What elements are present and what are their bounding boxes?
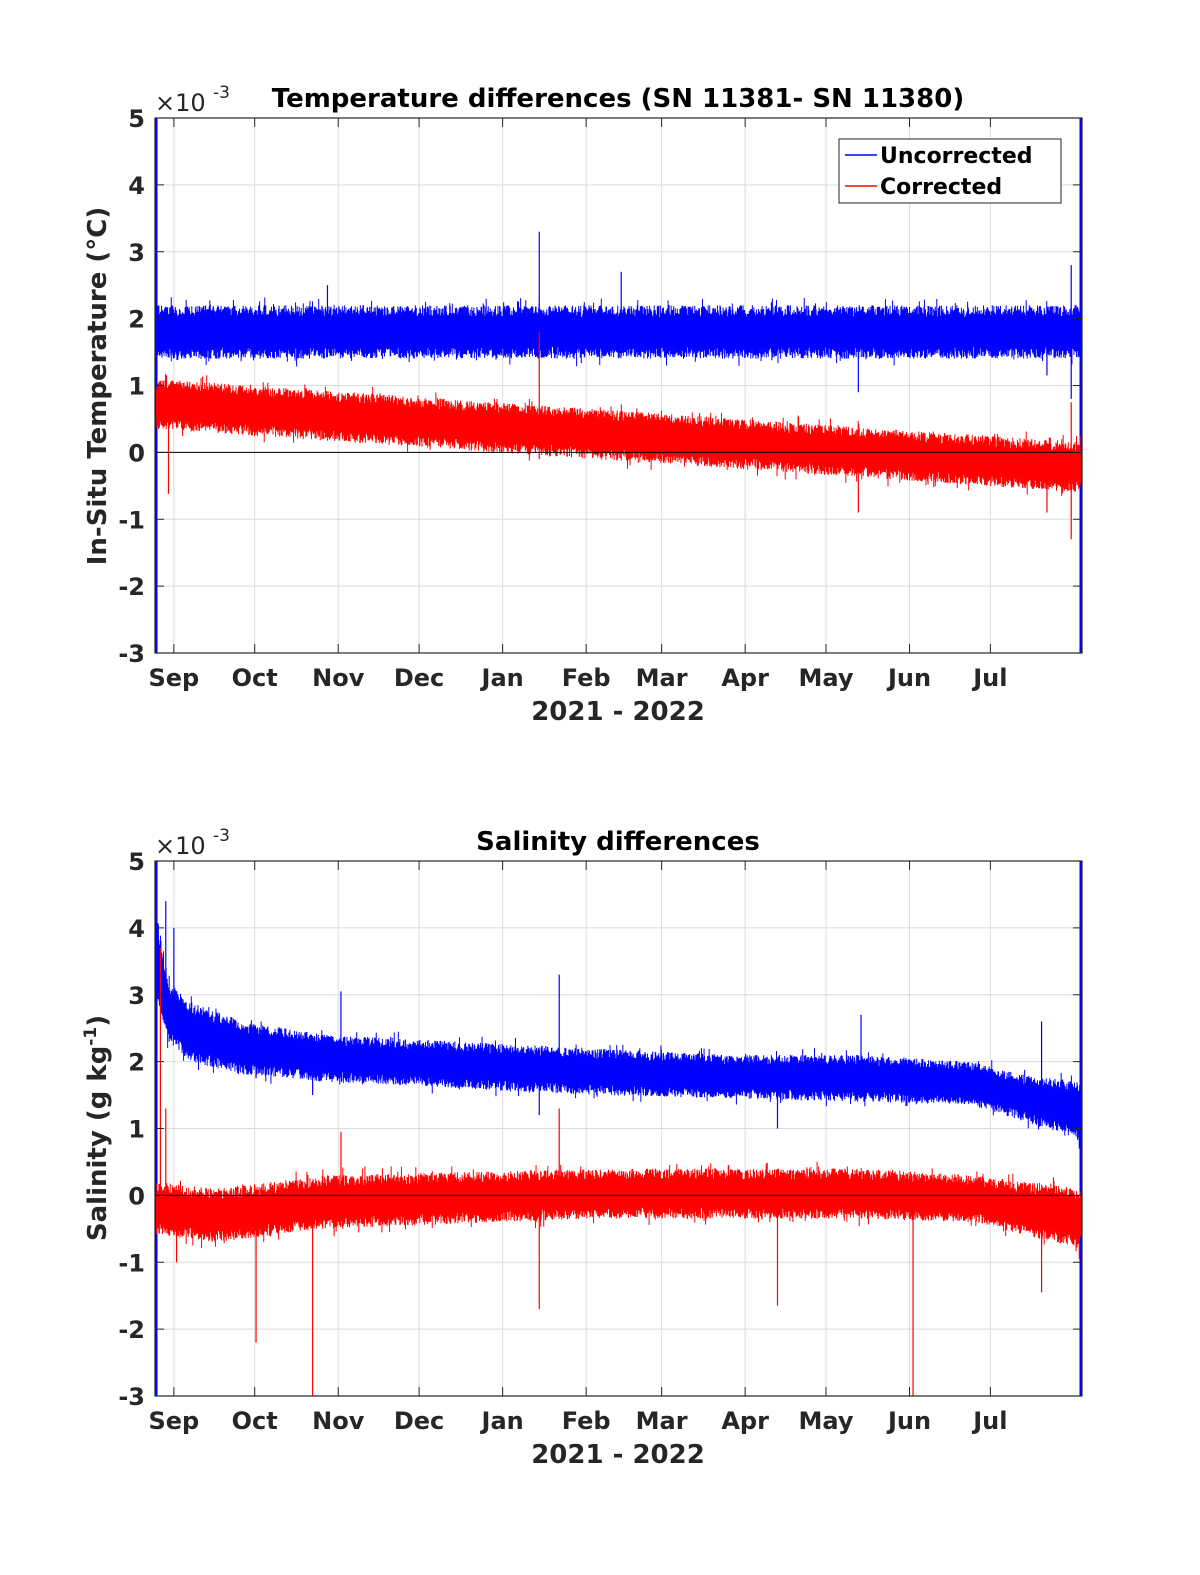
temperature-panel: Sep Oct Nov Dec Jan Feb Mar Apr May Jun Jul -3 -2 -1 0… — [83, 83, 1083, 727]
temperature-xtick-label: Jul — [971, 664, 1007, 692]
salinity-ylabel-main: Salinity (g kg — [83, 1046, 113, 1241]
temperature-xtick-label: Mar — [636, 664, 688, 692]
salinity-ylabel: Salinity (g kg-1) — [81, 1015, 113, 1241]
temperature-ytick-label: 5 — [128, 105, 145, 133]
salinity-ylabel-sup: -1 — [81, 1027, 101, 1046]
temperature-xtick-label: Dec — [394, 664, 444, 692]
salinity-panel: Sep Oct Nov Dec Jan Feb Mar Apr May Jun Jul -3 -2 -1 0… — [81, 826, 1083, 1470]
salinity-ytick-label: -1 — [118, 1249, 145, 1277]
temperature-ytick-label: 2 — [128, 306, 145, 334]
temperature-exponent-base: ×10 — [155, 89, 206, 117]
temperature-xtick-label: Nov — [312, 664, 365, 692]
salinity-ytick-label: -3 — [118, 1383, 145, 1411]
temperature-ytick-label: 4 — [128, 172, 145, 200]
temperature-xtick-label: May — [799, 664, 854, 692]
temperature-xtick-label: Jun — [886, 664, 931, 692]
temperature-xtick-label: Sep — [148, 664, 199, 692]
salinity-ytick-label: 1 — [128, 1116, 145, 1144]
temperature-y-exponent: ×10 -3 — [155, 83, 230, 117]
salinity-xtick-label: Jun — [886, 1407, 931, 1435]
salinity-xtick-label: Jul — [971, 1407, 1007, 1435]
salinity-xtick-label: Dec — [394, 1407, 444, 1435]
salinity-title: Salinity differences — [476, 827, 760, 857]
salinity-xtick-label: Feb — [562, 1407, 611, 1435]
salinity-series-corrected — [155, 947, 1082, 1396]
temperature-ytick-label: 1 — [128, 373, 145, 401]
salinity-exponent-base: ×10 — [155, 832, 206, 860]
temperature-ylabel: In-Situ Temperature (°C) — [83, 207, 113, 566]
salinity-ytick-label: -2 — [118, 1316, 145, 1344]
temperature-xtick-label: Apr — [721, 664, 769, 692]
salinity-ytick-label: 0 — [128, 1182, 145, 1210]
salinity-xtick-label: Jan — [480, 1407, 524, 1435]
salinity-xtick-label: Mar — [636, 1407, 688, 1435]
temperature-ytick-label: -1 — [118, 506, 145, 534]
temperature-axes: Sep Oct Nov Dec Jan Feb Mar Apr May Jun Jul -3 -2 -1 0… — [118, 105, 1083, 692]
temperature-ytick-label: 3 — [128, 239, 145, 267]
salinity-xlabel: 2021 - 2022 — [531, 1440, 705, 1470]
salinity-xtick-label: Oct — [232, 1407, 278, 1435]
temperature-exponent-power: -3 — [213, 83, 230, 103]
salinity-exponent-power: -3 — [213, 826, 230, 846]
temperature-xtick-label: Oct — [232, 664, 278, 692]
temperature-xtick-label: Jan — [480, 664, 524, 692]
salinity-xtick-label: Apr — [721, 1407, 769, 1435]
salinity-ytick-label: 5 — [128, 848, 145, 876]
temperature-title: Temperature differences (SN 11381- SN 11… — [272, 84, 964, 114]
temperature-legend: Uncorrected Corrected — [838, 138, 1062, 204]
legend-box — [838, 138, 1062, 204]
temperature-xlabel: 2021 - 2022 — [531, 697, 705, 727]
temperature-ytick-label: 0 — [128, 439, 145, 467]
temperature-xtick-label: Feb — [562, 664, 611, 692]
salinity-xtick-label: Sep — [148, 1407, 199, 1435]
salinity-xtick-label: May — [799, 1407, 854, 1435]
salinity-axes: Sep Oct Nov Dec Jan Feb Mar Apr May Jun Jul -3 -2 -1 0… — [118, 848, 1083, 1435]
salinity-ytick-label: 4 — [128, 915, 145, 943]
salinity-ylabel-end: ) — [83, 1015, 113, 1027]
salinity-ytick-label: 3 — [128, 982, 145, 1010]
legend-uncorrected-label: Uncorrected — [880, 144, 1033, 169]
salinity-y-exponent: ×10 -3 — [155, 826, 230, 860]
temperature-ytick-label: -3 — [118, 640, 145, 668]
legend-corrected-label: Corrected — [880, 175, 1002, 200]
salinity-ytick-label: 2 — [128, 1049, 145, 1077]
temperature-ytick-label: -2 — [118, 573, 145, 601]
salinity-xtick-label: Nov — [312, 1407, 365, 1435]
